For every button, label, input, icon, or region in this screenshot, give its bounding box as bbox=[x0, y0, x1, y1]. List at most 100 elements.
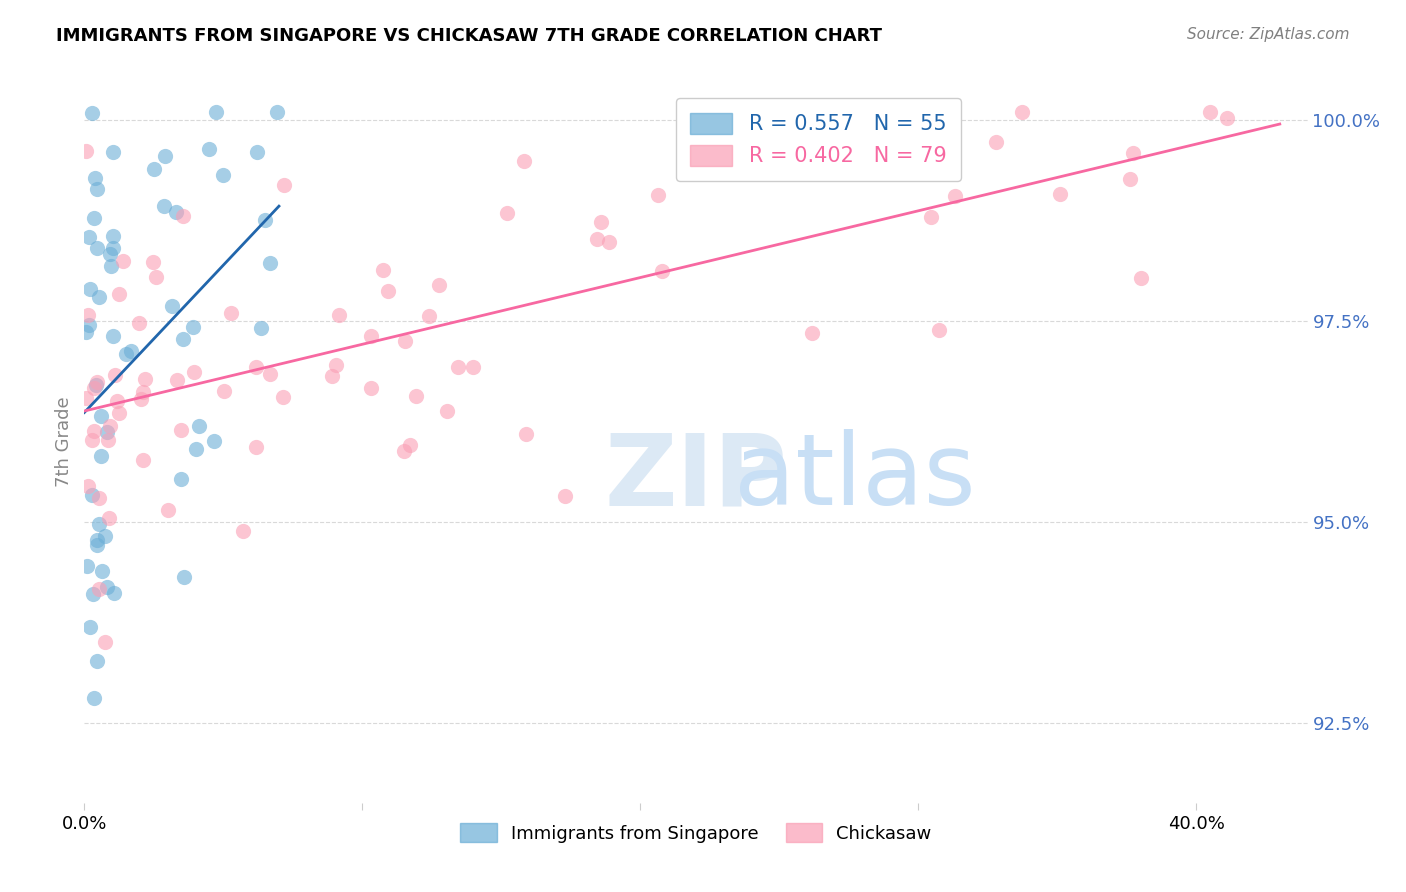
Immigrants from Singapore bbox=[84, 170, 107, 185]
Chickasaw bbox=[943, 189, 966, 203]
Immigrants from Singapore bbox=[80, 106, 103, 120]
Immigrants from Singapore bbox=[87, 290, 110, 304]
Immigrants from Singapore bbox=[259, 256, 281, 270]
Immigrants from Singapore bbox=[246, 145, 269, 159]
Chickasaw bbox=[107, 393, 129, 408]
Immigrants from Singapore bbox=[86, 182, 108, 196]
Y-axis label: 7th Grade: 7th Grade bbox=[55, 396, 73, 487]
Immigrants from Singapore bbox=[77, 318, 100, 333]
Chickasaw bbox=[394, 334, 416, 349]
Chickasaw bbox=[377, 284, 399, 298]
Immigrants from Singapore bbox=[75, 325, 97, 339]
Chickasaw bbox=[97, 433, 120, 447]
Text: ZIP: ZIP bbox=[605, 429, 787, 526]
Chickasaw bbox=[108, 406, 131, 420]
Immigrants from Singapore bbox=[115, 346, 138, 360]
Immigrants from Singapore bbox=[103, 242, 125, 256]
Immigrants from Singapore bbox=[82, 586, 104, 600]
Chickasaw bbox=[271, 390, 294, 404]
Immigrants from Singapore bbox=[120, 343, 142, 358]
Chickasaw bbox=[418, 309, 440, 323]
Chickasaw bbox=[986, 135, 1008, 149]
Chickasaw bbox=[1119, 172, 1142, 186]
Chickasaw bbox=[134, 371, 156, 385]
Chickasaw bbox=[132, 453, 155, 467]
Chickasaw bbox=[128, 316, 150, 330]
Immigrants from Singapore bbox=[101, 228, 124, 243]
Text: Source: ZipAtlas.com: Source: ZipAtlas.com bbox=[1187, 27, 1350, 42]
Chickasaw bbox=[75, 391, 97, 405]
Chickasaw bbox=[232, 524, 254, 538]
Chickasaw bbox=[104, 368, 127, 383]
Chickasaw bbox=[87, 491, 110, 505]
Chickasaw bbox=[427, 278, 450, 293]
Chickasaw bbox=[1011, 105, 1033, 120]
Immigrants from Singapore bbox=[173, 570, 195, 584]
Text: atlas: atlas bbox=[734, 429, 976, 526]
Immigrants from Singapore bbox=[160, 299, 183, 313]
Chickasaw bbox=[928, 323, 950, 337]
Chickasaw bbox=[273, 178, 295, 193]
Chickasaw bbox=[785, 135, 807, 149]
Chickasaw bbox=[855, 152, 877, 166]
Chickasaw bbox=[328, 308, 350, 322]
Chickasaw bbox=[591, 215, 613, 229]
Immigrants from Singapore bbox=[198, 142, 221, 156]
Chickasaw bbox=[221, 306, 243, 320]
Immigrants from Singapore bbox=[153, 199, 176, 213]
Immigrants from Singapore bbox=[187, 418, 209, 433]
Immigrants from Singapore bbox=[205, 105, 228, 120]
Immigrants from Singapore bbox=[79, 619, 101, 633]
Immigrants from Singapore bbox=[86, 654, 108, 668]
Chickasaw bbox=[77, 478, 100, 492]
Immigrants from Singapore bbox=[84, 378, 107, 392]
Chickasaw bbox=[920, 210, 942, 224]
Immigrants from Singapore bbox=[90, 409, 112, 423]
Chickasaw bbox=[821, 124, 844, 138]
Chickasaw bbox=[321, 369, 343, 384]
Chickasaw bbox=[94, 635, 117, 649]
Chickasaw bbox=[98, 419, 121, 434]
Chickasaw bbox=[132, 385, 155, 400]
Chickasaw bbox=[1049, 187, 1071, 202]
Chickasaw bbox=[86, 375, 108, 389]
Chickasaw bbox=[80, 433, 103, 447]
Chickasaw bbox=[170, 423, 193, 437]
Immigrants from Singapore bbox=[142, 162, 165, 177]
Chickasaw bbox=[585, 232, 607, 246]
Chickasaw bbox=[515, 426, 537, 441]
Legend: Immigrants from Singapore, Chickasaw: Immigrants from Singapore, Chickasaw bbox=[451, 814, 941, 852]
Immigrants from Singapore bbox=[212, 169, 235, 183]
Immigrants from Singapore bbox=[250, 320, 273, 334]
Immigrants from Singapore bbox=[153, 148, 176, 162]
Immigrants from Singapore bbox=[82, 488, 104, 502]
Immigrants from Singapore bbox=[96, 580, 118, 594]
Chickasaw bbox=[142, 255, 165, 269]
Immigrants from Singapore bbox=[202, 434, 225, 449]
Immigrants from Singapore bbox=[91, 564, 114, 578]
Immigrants from Singapore bbox=[101, 145, 124, 160]
Chickasaw bbox=[647, 187, 669, 202]
Immigrants from Singapore bbox=[103, 586, 125, 600]
Immigrants from Singapore bbox=[172, 332, 194, 346]
Chickasaw bbox=[166, 373, 188, 387]
Chickasaw bbox=[399, 438, 422, 452]
Chickasaw bbox=[183, 365, 205, 379]
Chickasaw bbox=[463, 360, 485, 375]
Chickasaw bbox=[360, 328, 382, 343]
Immigrants from Singapore bbox=[165, 204, 187, 219]
Chickasaw bbox=[111, 253, 134, 268]
Text: IMMIGRANTS FROM SINGAPORE VS CHICKASAW 7TH GRADE CORRELATION CHART: IMMIGRANTS FROM SINGAPORE VS CHICKASAW 7… bbox=[56, 27, 882, 45]
Chickasaw bbox=[360, 381, 382, 395]
Chickasaw bbox=[1122, 146, 1144, 161]
Chickasaw bbox=[496, 206, 519, 220]
Chickasaw bbox=[157, 503, 180, 517]
Immigrants from Singapore bbox=[266, 105, 288, 120]
Immigrants from Singapore bbox=[184, 442, 207, 456]
Immigrants from Singapore bbox=[98, 246, 121, 260]
Chickasaw bbox=[325, 358, 347, 372]
Immigrants from Singapore bbox=[101, 329, 124, 343]
Immigrants from Singapore bbox=[86, 240, 108, 254]
Chickasaw bbox=[75, 144, 97, 158]
Chickasaw bbox=[1129, 270, 1152, 285]
